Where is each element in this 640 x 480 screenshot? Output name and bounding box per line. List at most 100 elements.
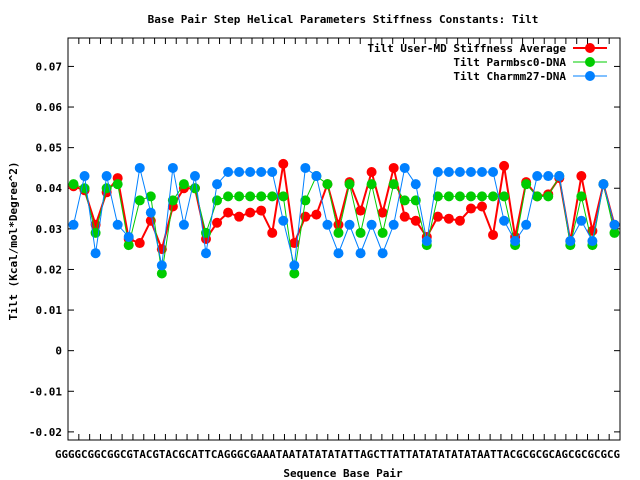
data-point <box>134 195 145 206</box>
series-line <box>73 163 616 253</box>
data-point <box>477 167 487 177</box>
data-point <box>432 191 443 202</box>
data-point <box>366 167 377 177</box>
data-point <box>488 191 499 202</box>
data-point <box>278 215 289 226</box>
data-point <box>311 171 322 182</box>
data-point <box>576 171 587 182</box>
data-point <box>234 167 245 177</box>
data-point <box>212 179 223 190</box>
legend-label: Tilt User-MD Stiffness Average <box>367 42 566 55</box>
data-point <box>543 171 554 182</box>
data-point <box>355 227 366 238</box>
data-point <box>399 211 410 222</box>
data-point <box>223 207 234 218</box>
data-point <box>123 231 134 242</box>
data-point <box>377 248 388 259</box>
data-point <box>521 179 532 190</box>
data-point <box>178 219 189 230</box>
data-point <box>454 167 465 177</box>
data-point <box>189 171 200 182</box>
y-tick-label: 0.04 <box>36 182 63 195</box>
data-point <box>156 268 167 279</box>
data-point <box>322 219 333 230</box>
data-point <box>454 191 465 202</box>
chart-title: Base Pair Step Helical Parameters Stiffn… <box>148 13 539 26</box>
data-point <box>201 248 211 259</box>
data-point <box>68 179 79 190</box>
data-point <box>565 236 576 247</box>
data-point <box>300 162 311 173</box>
y-tick-label: 0.01 <box>36 304 63 317</box>
data-point <box>101 171 112 182</box>
data-point <box>300 211 311 222</box>
data-point <box>499 215 510 226</box>
data-point <box>112 179 123 190</box>
legend-swatch-marker <box>585 71 595 81</box>
y-tick-label: -0.02 <box>29 426 62 439</box>
legend-label: Tilt Parmbsc0-DNA <box>453 56 566 69</box>
data-point <box>333 227 344 238</box>
series-layer <box>68 158 620 279</box>
data-point <box>322 179 333 190</box>
data-point <box>488 229 499 240</box>
data-point <box>377 207 388 218</box>
series-3 <box>68 162 620 271</box>
data-point <box>421 236 432 247</box>
data-point <box>355 248 366 259</box>
data-point <box>134 162 145 173</box>
data-point <box>289 268 300 279</box>
data-point <box>399 195 410 206</box>
data-point <box>245 207 256 218</box>
data-point <box>212 217 223 228</box>
data-point <box>432 167 443 177</box>
y-tick-label: 0 <box>55 345 62 358</box>
plot-frame <box>67 37 621 441</box>
data-point <box>477 201 487 212</box>
x-tick-labels: GGGGCGGCGGCGTACGTACGCATTCAGGGCGAAATAATAT… <box>55 448 620 461</box>
data-point <box>532 171 543 182</box>
data-point <box>355 205 366 216</box>
data-point <box>576 191 587 202</box>
data-point <box>443 167 454 177</box>
data-point <box>488 167 499 177</box>
data-point <box>454 215 465 226</box>
legend-label: Tilt Charmm27-DNA <box>453 70 566 83</box>
data-point <box>432 211 443 222</box>
data-point <box>167 162 178 173</box>
data-point <box>223 191 234 202</box>
data-point <box>388 162 399 173</box>
data-point <box>587 236 598 247</box>
data-point <box>344 179 355 190</box>
data-point <box>465 167 476 177</box>
plot-area: -0.02-0.0100.010.020.030.040.050.060.07 … <box>29 37 621 461</box>
data-point <box>300 195 311 206</box>
data-point <box>156 260 167 271</box>
data-point <box>399 162 410 173</box>
legend-swatch-marker <box>585 57 595 67</box>
data-point <box>366 219 377 230</box>
y-tick-label: 0.02 <box>36 263 63 276</box>
data-point <box>267 227 278 238</box>
data-point <box>123 240 134 251</box>
x-axis-title: Sequence Base Pair <box>283 467 403 480</box>
data-point <box>90 248 101 259</box>
data-point <box>256 167 267 177</box>
data-point <box>333 248 344 259</box>
data-point <box>344 219 355 230</box>
data-point <box>465 191 476 202</box>
data-point <box>388 179 399 190</box>
data-point <box>167 195 178 206</box>
data-point <box>267 167 278 177</box>
y-tick-label: 0.05 <box>36 142 63 155</box>
data-point <box>234 211 245 222</box>
data-point <box>278 158 289 169</box>
x-axis: GGGGCGGCGGCGTACGTACGCATTCAGGGCGAAATAATAT… <box>55 38 621 461</box>
data-point <box>554 171 565 182</box>
data-point <box>609 227 620 238</box>
data-point <box>388 219 399 230</box>
data-point <box>521 219 532 230</box>
data-point <box>443 191 454 202</box>
data-point <box>366 179 377 190</box>
